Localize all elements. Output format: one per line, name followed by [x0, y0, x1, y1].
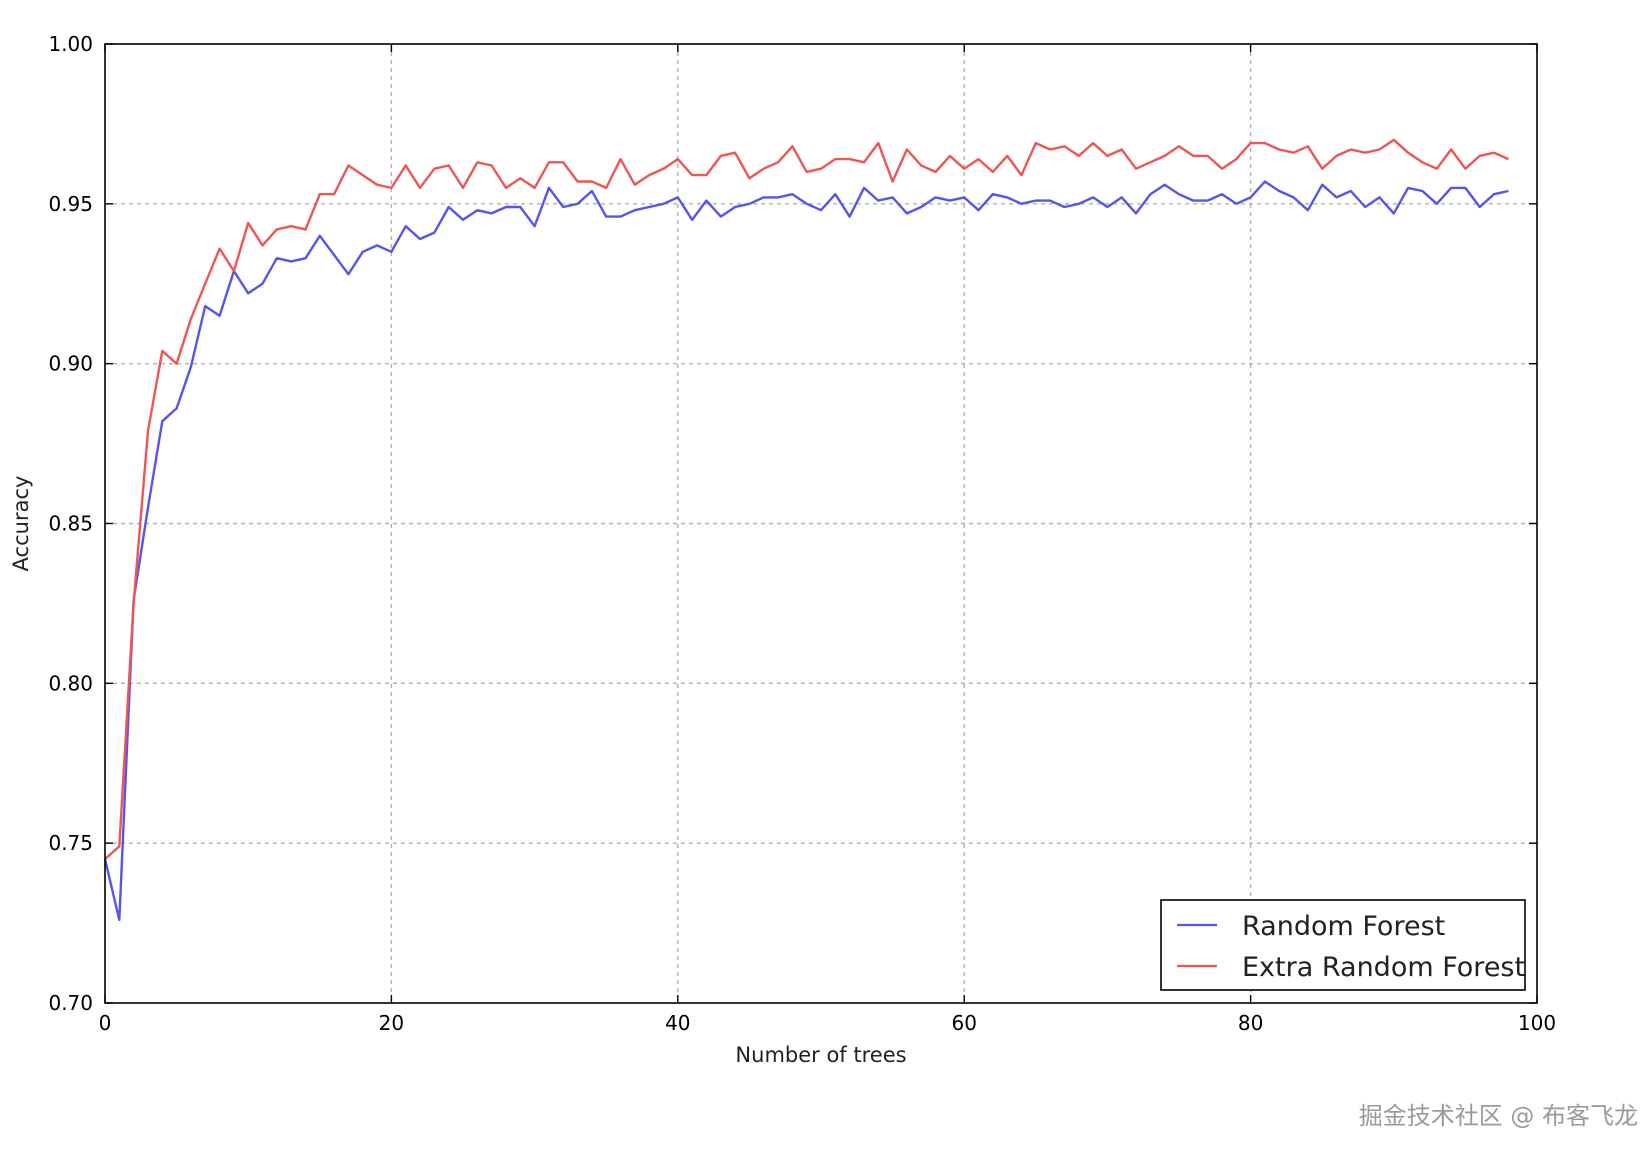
y-tick-label: 0.80 [48, 671, 93, 695]
y-tick-label: 0.90 [48, 352, 93, 376]
y-axis-label: Accuracy [9, 476, 33, 572]
y-tick-label: 0.95 [48, 192, 93, 216]
watermark-text: 掘金技术社区 @ 布客飞龙 [1358, 1102, 1638, 1130]
y-tick-label: 0.85 [48, 512, 93, 536]
series-line-random-forest [103, 180, 1509, 922]
y-tick-label: 1.00 [48, 32, 93, 56]
x-tick-label: 20 [379, 1011, 404, 1035]
x-tick-label: 60 [951, 1011, 976, 1035]
legend: Random Forest Extra Random Forest [1160, 899, 1526, 991]
x-tick-label: 80 [1238, 1011, 1263, 1035]
legend-box [1160, 899, 1526, 991]
x-tick-label: 100 [1518, 1011, 1556, 1035]
y-tick-label: 0.75 [48, 831, 93, 855]
y-tick-label: 0.70 [48, 991, 93, 1015]
x-axis-label: Number of trees [735, 1043, 906, 1067]
ticks: 0 20 40 60 80 100 0.70 0.75 0.80 0.85 0.90 0.95 1.00 [48, 32, 1556, 1035]
series-line-extra-random-forest [104, 138, 1509, 860]
series-layer [103, 138, 1509, 922]
legend-label-extra-random-forest: Extra Random Forest [1242, 952, 1525, 983]
x-tick-label: 40 [665, 1011, 690, 1035]
grid [105, 44, 1537, 1003]
x-tick-label: 0 [99, 1011, 112, 1035]
legend-label-random-forest: Random Forest [1242, 911, 1445, 942]
